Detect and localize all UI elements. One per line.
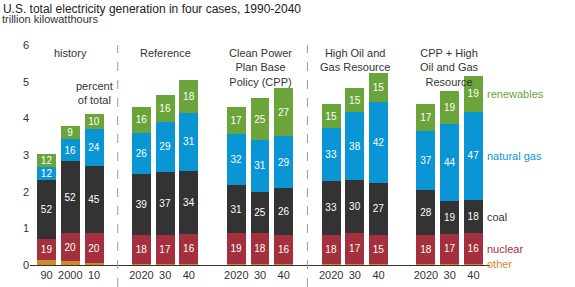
- svg-text:16: 16: [278, 244, 290, 255]
- svg-text:2020: 2020: [319, 269, 343, 281]
- svg-text:19: 19: [444, 212, 456, 223]
- svg-text:32: 32: [231, 154, 243, 165]
- svg-text:26: 26: [136, 148, 148, 159]
- svg-text:16: 16: [183, 243, 195, 254]
- svg-text:2000: 2000: [58, 269, 82, 281]
- svg-text:nuclear: nuclear: [487, 243, 523, 255]
- svg-text:15: 15: [373, 244, 385, 255]
- svg-text:18: 18: [136, 244, 148, 255]
- svg-text:42: 42: [373, 137, 385, 148]
- svg-text:18: 18: [420, 244, 432, 255]
- svg-text:10: 10: [88, 269, 100, 281]
- svg-text:1: 1: [23, 222, 29, 234]
- svg-text:31: 31: [183, 136, 195, 147]
- svg-text:20: 20: [88, 243, 100, 254]
- svg-text:33: 33: [325, 202, 337, 213]
- svg-text:40: 40: [183, 269, 195, 281]
- svg-text:High Oil andGas Resource: High Oil andGas Resource: [320, 47, 390, 73]
- svg-text:44: 44: [444, 157, 456, 168]
- svg-text:40: 40: [372, 269, 384, 281]
- svg-text:19: 19: [231, 243, 243, 254]
- svg-text:38: 38: [349, 141, 361, 152]
- svg-text:33: 33: [325, 149, 337, 160]
- svg-text:47: 47: [468, 150, 480, 161]
- svg-text:renewables: renewables: [487, 88, 544, 100]
- svg-text:29: 29: [159, 141, 171, 152]
- svg-text:16: 16: [136, 114, 148, 125]
- svg-text:17: 17: [159, 244, 171, 255]
- svg-text:16: 16: [65, 145, 77, 156]
- svg-text:0: 0: [23, 259, 29, 271]
- svg-text:16: 16: [159, 103, 171, 114]
- svg-text:natural gas: natural gas: [487, 150, 542, 162]
- svg-text:2020: 2020: [224, 269, 248, 281]
- svg-text:coal: coal: [487, 211, 507, 223]
- svg-text:30: 30: [349, 269, 361, 281]
- svg-text:52: 52: [65, 192, 77, 203]
- svg-text:19: 19: [41, 244, 53, 255]
- svg-text:25: 25: [254, 114, 266, 125]
- svg-text:12: 12: [41, 168, 53, 179]
- svg-text:Reference: Reference: [140, 47, 191, 59]
- svg-text:history: history: [54, 47, 87, 59]
- svg-text:4: 4: [23, 112, 29, 124]
- svg-text:19: 19: [468, 88, 480, 99]
- svg-text:U.S. total electricity generat: U.S. total electricity generation in fou…: [3, 2, 301, 16]
- svg-text:37: 37: [420, 155, 432, 166]
- svg-text:6: 6: [23, 39, 29, 51]
- svg-text:28: 28: [420, 207, 432, 218]
- svg-text:40: 40: [467, 269, 479, 281]
- svg-text:12: 12: [41, 155, 53, 166]
- svg-text:15: 15: [349, 95, 361, 106]
- svg-text:2020: 2020: [414, 269, 438, 281]
- svg-text:percentof total: percentof total: [76, 80, 113, 106]
- svg-text:40: 40: [278, 269, 290, 281]
- svg-text:52: 52: [41, 204, 53, 215]
- svg-text:Clean PowerPlan BasePolicy (CP: Clean PowerPlan BasePolicy (CPP): [229, 47, 292, 88]
- svg-text:16: 16: [468, 243, 480, 254]
- svg-text:18: 18: [183, 91, 195, 102]
- svg-text:24: 24: [88, 142, 100, 153]
- svg-text:2: 2: [23, 186, 29, 198]
- svg-text:30: 30: [254, 269, 266, 281]
- svg-text:30: 30: [349, 201, 361, 212]
- svg-text:27: 27: [278, 107, 290, 118]
- svg-text:30: 30: [444, 269, 456, 281]
- svg-text:19: 19: [444, 102, 456, 113]
- svg-text:90: 90: [40, 269, 52, 281]
- svg-text:17: 17: [349, 243, 361, 254]
- svg-text:31: 31: [254, 160, 266, 171]
- svg-text:27: 27: [373, 203, 385, 214]
- svg-text:3: 3: [23, 149, 29, 161]
- svg-text:34: 34: [183, 197, 195, 208]
- svg-text:18: 18: [254, 243, 266, 254]
- svg-text:30: 30: [159, 269, 171, 281]
- svg-text:39: 39: [136, 199, 148, 210]
- svg-text:20: 20: [65, 242, 77, 253]
- svg-text:29: 29: [278, 157, 290, 168]
- svg-text:trillion kilowatthours: trillion kilowatthours: [2, 13, 98, 25]
- svg-text:10: 10: [88, 116, 100, 127]
- svg-text:2020: 2020: [129, 269, 153, 281]
- svg-text:17: 17: [420, 112, 432, 123]
- svg-text:9: 9: [67, 127, 73, 138]
- svg-text:26: 26: [278, 206, 290, 217]
- svg-text:25: 25: [254, 207, 266, 218]
- svg-text:CPP + HighOil and GasResource: CPP + HighOil and GasResource: [420, 47, 479, 88]
- svg-text:18: 18: [325, 244, 337, 255]
- svg-text:17: 17: [444, 243, 456, 254]
- svg-text:37: 37: [159, 198, 171, 209]
- svg-text:5: 5: [23, 76, 29, 88]
- svg-text:45: 45: [88, 194, 100, 205]
- svg-text:18: 18: [468, 211, 480, 222]
- svg-text:15: 15: [373, 82, 385, 93]
- svg-text:31: 31: [231, 204, 243, 215]
- svg-text:17: 17: [231, 115, 243, 126]
- svg-text:15: 15: [325, 111, 337, 122]
- svg-text:other: other: [487, 258, 512, 270]
